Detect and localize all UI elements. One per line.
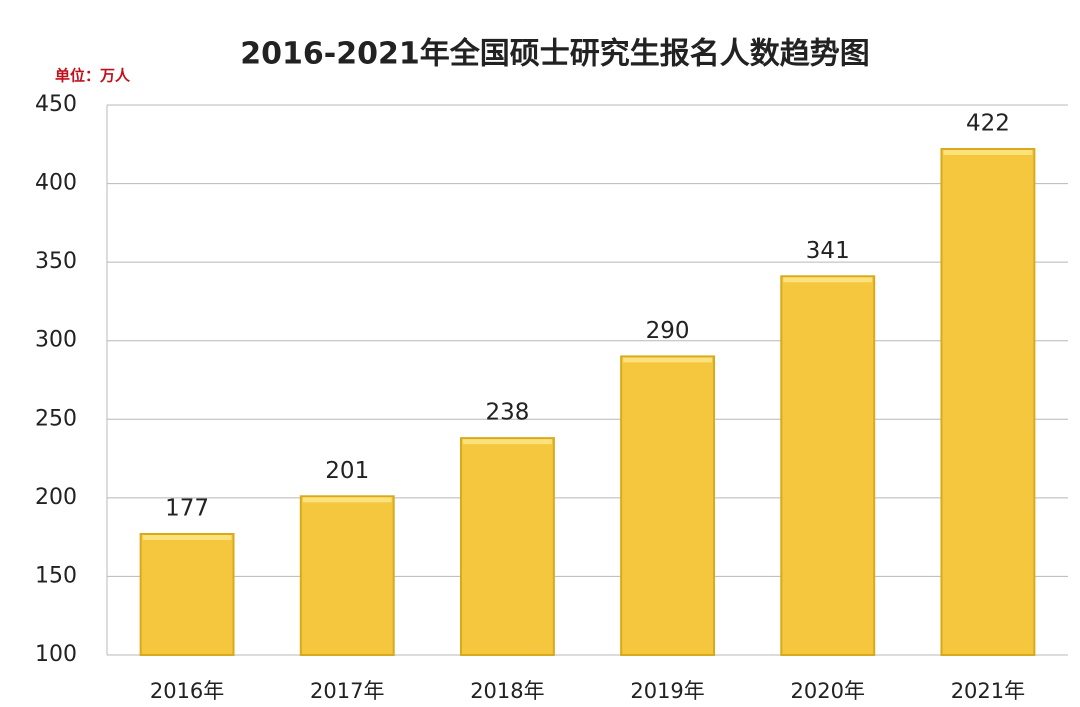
y-tick-label: 200	[35, 485, 77, 510]
bar	[620, 355, 716, 656]
x-tick-label: 2019年	[630, 679, 704, 703]
bar	[139, 533, 235, 656]
bar-highlight	[623, 357, 713, 363]
x-tick-label: 2021年	[951, 679, 1025, 703]
value-label: 238	[485, 400, 529, 426]
y-tick-label: 400	[35, 171, 77, 196]
x-tick-label: 2017年	[310, 679, 384, 703]
bar	[459, 437, 555, 656]
y-tick-label: 450	[35, 92, 77, 117]
y-tick-label: 150	[35, 563, 77, 588]
chart-title: 2016-2021年全国硕士研究生报名人数趋势图	[240, 37, 869, 72]
bar-highlight	[302, 497, 392, 503]
unit-label: 单位：万人	[55, 67, 131, 85]
value-label: 290	[646, 318, 690, 344]
bar-highlight	[783, 277, 873, 283]
y-tick-label: 300	[35, 328, 77, 353]
y-tick-label: 100	[35, 642, 77, 667]
x-tick-label: 2018年	[470, 679, 544, 703]
bar	[299, 495, 395, 656]
value-label: 341	[806, 238, 850, 264]
y-tick-label: 250	[35, 406, 77, 431]
bar-highlight	[462, 439, 552, 445]
bar	[780, 275, 876, 656]
x-tick-label: 2016年	[150, 679, 224, 703]
value-label: 177	[165, 496, 209, 522]
x-tick-label: 2020年	[791, 679, 865, 703]
bar-highlight	[142, 535, 232, 540]
bar	[940, 148, 1036, 656]
value-label: 201	[325, 458, 369, 484]
bar-highlight	[943, 150, 1033, 155]
y-tick-label: 350	[35, 249, 77, 274]
value-label: 422	[966, 111, 1010, 137]
